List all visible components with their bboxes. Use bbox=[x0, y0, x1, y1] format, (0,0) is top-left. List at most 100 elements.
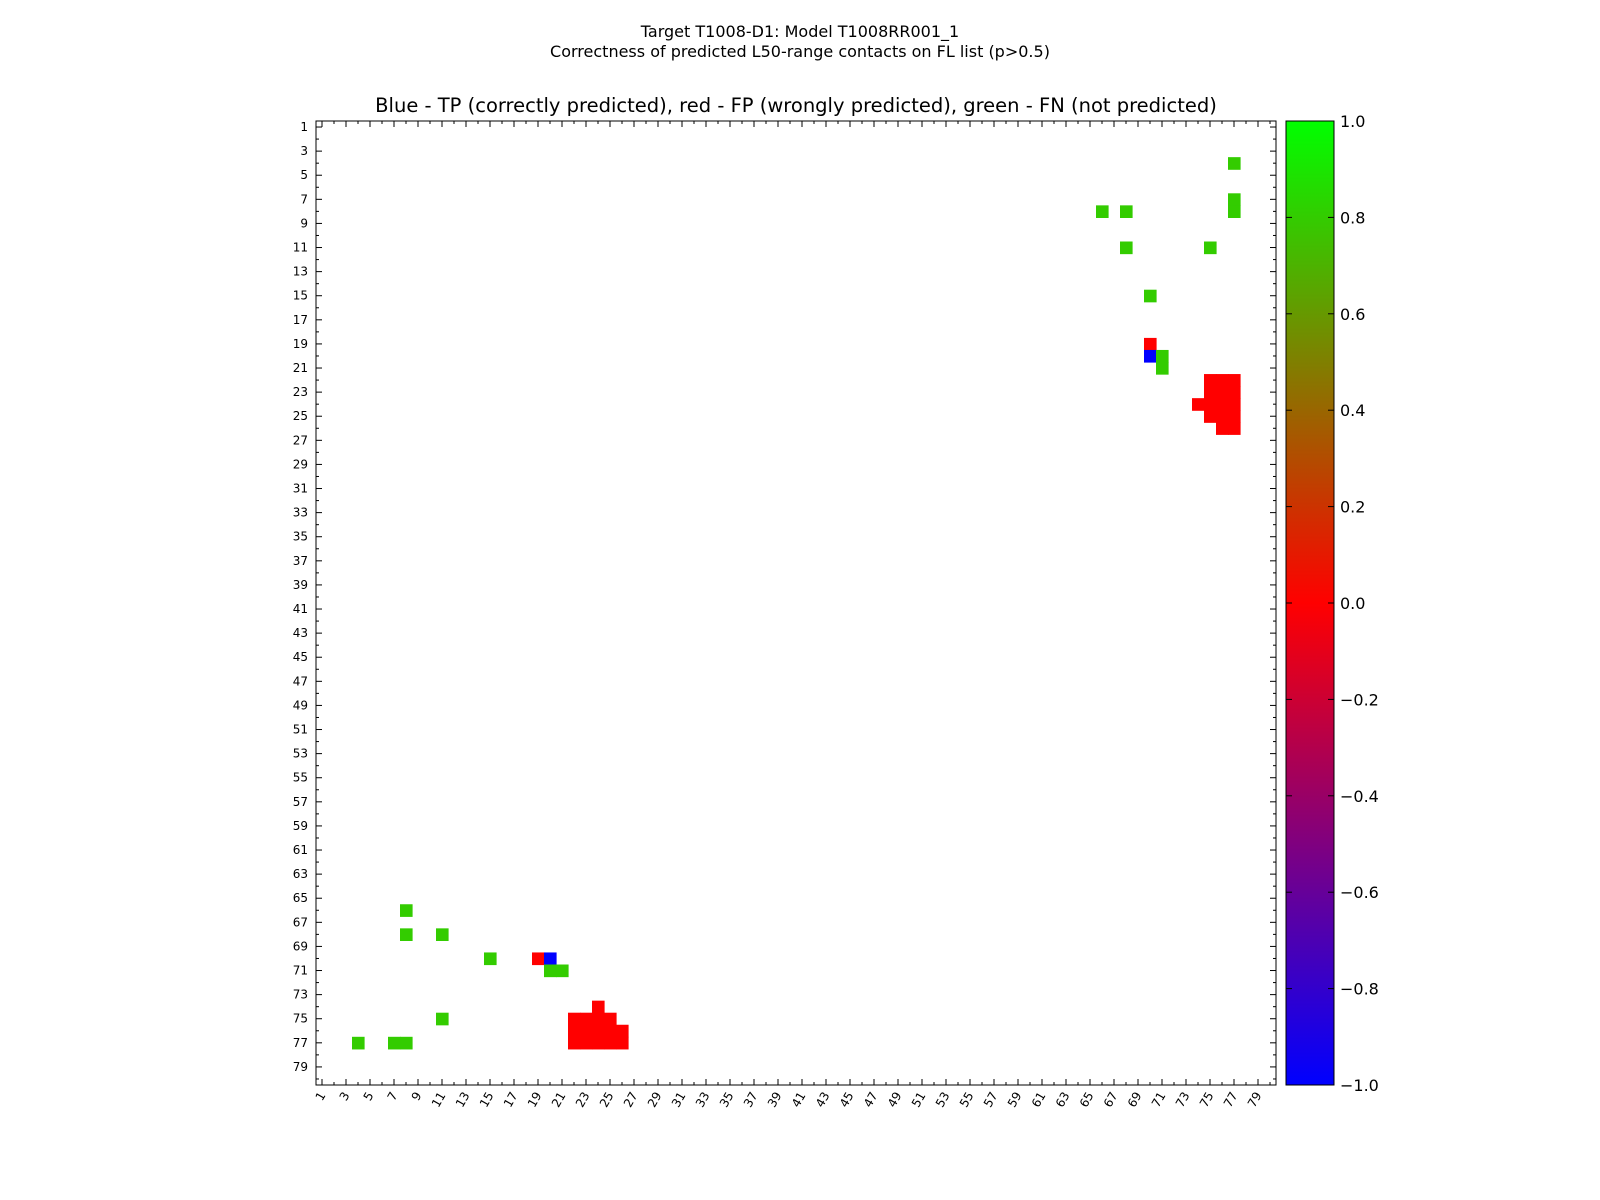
axis-ticks: 1357911131517192123252729313335373941434… bbox=[293, 120, 1276, 1110]
heatmap-cell bbox=[556, 964, 569, 978]
colorbar-tick-label: 0.4 bbox=[1340, 401, 1365, 420]
y-tick-label: 29 bbox=[293, 457, 308, 471]
heatmap-cell bbox=[1156, 362, 1169, 375]
y-tick-label: 41 bbox=[293, 602, 308, 616]
heatmap-cell bbox=[436, 928, 449, 941]
y-tick-label: 25 bbox=[293, 409, 308, 423]
heatmap-cell bbox=[1204, 398, 1217, 411]
heatmap-cell bbox=[616, 1036, 629, 1050]
y-tick-label: 61 bbox=[293, 843, 308, 857]
x-tick-label: 31 bbox=[669, 1090, 689, 1110]
y-tick-label: 47 bbox=[293, 674, 308, 688]
heatmap-cell bbox=[544, 952, 557, 966]
x-tick-label: 13 bbox=[453, 1090, 473, 1110]
chart-subtitle: Correctness of predicted L50-range conta… bbox=[550, 42, 1050, 61]
y-tick-label: 13 bbox=[293, 265, 308, 279]
y-tick-label: 35 bbox=[293, 530, 308, 544]
heatmap-cell bbox=[568, 1012, 581, 1026]
heatmap-cell bbox=[1120, 241, 1133, 255]
y-tick-label: 45 bbox=[293, 650, 308, 664]
x-tick-label: 71 bbox=[1149, 1090, 1169, 1110]
heatmap-cell bbox=[1228, 205, 1241, 218]
heatmap-cell bbox=[1216, 374, 1229, 387]
x-tick-label: 43 bbox=[813, 1090, 833, 1110]
heatmap-cell bbox=[1228, 398, 1241, 411]
heatmap-cell bbox=[616, 1024, 629, 1038]
x-tick-label: 11 bbox=[429, 1090, 449, 1110]
x-tick-label: 65 bbox=[1077, 1090, 1097, 1110]
y-tick-label: 39 bbox=[293, 578, 308, 592]
y-tick-label: 3 bbox=[300, 144, 308, 158]
y-tick-label: 63 bbox=[293, 867, 308, 881]
x-tick-label: 5 bbox=[361, 1090, 377, 1104]
heatmap-cell bbox=[1144, 289, 1157, 303]
y-tick-label: 19 bbox=[293, 337, 308, 351]
y-tick-label: 75 bbox=[293, 1012, 308, 1026]
y-tick-label: 79 bbox=[293, 1060, 308, 1074]
y-tick-label: 57 bbox=[293, 795, 308, 809]
y-tick-label: 67 bbox=[293, 915, 308, 929]
y-tick-label: 9 bbox=[300, 216, 308, 230]
x-tick-label: 35 bbox=[717, 1090, 737, 1110]
y-tick-label: 23 bbox=[293, 385, 308, 399]
colorbar-tick-label: −0.4 bbox=[1340, 787, 1379, 806]
colorbar-tick-label: 0.0 bbox=[1340, 594, 1365, 613]
heatmap-cell bbox=[532, 952, 545, 966]
y-tick-label: 69 bbox=[293, 939, 308, 953]
heatmap-cell bbox=[580, 1024, 593, 1038]
y-tick-label: 27 bbox=[293, 433, 308, 447]
colorbar-tick-label: −0.2 bbox=[1340, 690, 1379, 709]
colorbar-tick-label: 1.0 bbox=[1340, 112, 1365, 131]
colorbar-tick-label: 0.8 bbox=[1340, 208, 1365, 227]
x-tick-label: 69 bbox=[1125, 1090, 1145, 1110]
x-tick-label: 29 bbox=[645, 1090, 665, 1110]
colorbar-ticks: 1.0 0.8 0.6 0.4 0.2 0.0 −0.2 −0.4 −0.6 −0.8 −1.0 bbox=[1286, 112, 1379, 1095]
heatmap-cell bbox=[580, 1036, 593, 1050]
heatmap-cell bbox=[568, 1036, 581, 1050]
x-tick-label: 21 bbox=[549, 1090, 569, 1110]
heatmap-cell bbox=[1204, 386, 1217, 399]
y-tick-label: 5 bbox=[300, 168, 308, 182]
x-tick-label: 17 bbox=[501, 1090, 521, 1110]
heatmap-cell bbox=[1216, 398, 1229, 411]
x-tick-label: 51 bbox=[909, 1090, 929, 1110]
colorbar-tick-label: −1.0 bbox=[1340, 1076, 1379, 1095]
heatmap-cell bbox=[400, 928, 413, 941]
y-tick-label: 53 bbox=[293, 747, 308, 761]
x-tick-label: 77 bbox=[1221, 1090, 1241, 1110]
x-tick-label: 9 bbox=[409, 1090, 425, 1104]
colorbar-tick-label: −0.6 bbox=[1340, 883, 1379, 902]
y-tick-label: 51 bbox=[293, 723, 308, 737]
heatmap-cell bbox=[436, 1012, 449, 1026]
x-tick-label: 19 bbox=[525, 1090, 545, 1110]
x-tick-label: 63 bbox=[1053, 1090, 1073, 1110]
x-tick-label: 53 bbox=[933, 1090, 953, 1110]
x-tick-label: 7 bbox=[385, 1090, 401, 1104]
heatmap-cell bbox=[484, 952, 497, 966]
heatmap-cell bbox=[568, 1024, 581, 1038]
x-tick-label: 41 bbox=[789, 1090, 809, 1110]
x-tick-label: 23 bbox=[573, 1090, 593, 1110]
heatmap-cell bbox=[1096, 205, 1109, 218]
x-tick-label: 3 bbox=[337, 1090, 353, 1104]
y-tick-label: 1 bbox=[300, 120, 308, 134]
heatmap-cell bbox=[544, 964, 557, 978]
heatmap-cell bbox=[1228, 374, 1241, 387]
heatmap-cell bbox=[1216, 410, 1229, 423]
heatmap-cell bbox=[1120, 205, 1133, 218]
x-tick-label: 15 bbox=[477, 1090, 497, 1110]
y-tick-label: 17 bbox=[293, 313, 308, 327]
heatmap-cell bbox=[592, 1024, 605, 1038]
colorbar bbox=[1285, 120, 1335, 1086]
y-tick-label: 33 bbox=[293, 506, 308, 520]
y-tick-label: 31 bbox=[293, 482, 308, 496]
heatmap-cell bbox=[1228, 157, 1241, 170]
y-tick-label: 49 bbox=[293, 698, 308, 712]
heatmap-cell bbox=[400, 1036, 413, 1050]
heatmap-cells bbox=[352, 157, 1241, 1050]
x-tick-label: 75 bbox=[1197, 1090, 1217, 1110]
x-tick-label: 61 bbox=[1029, 1090, 1049, 1110]
x-tick-label: 79 bbox=[1245, 1090, 1265, 1110]
x-tick-label: 59 bbox=[1005, 1090, 1025, 1110]
